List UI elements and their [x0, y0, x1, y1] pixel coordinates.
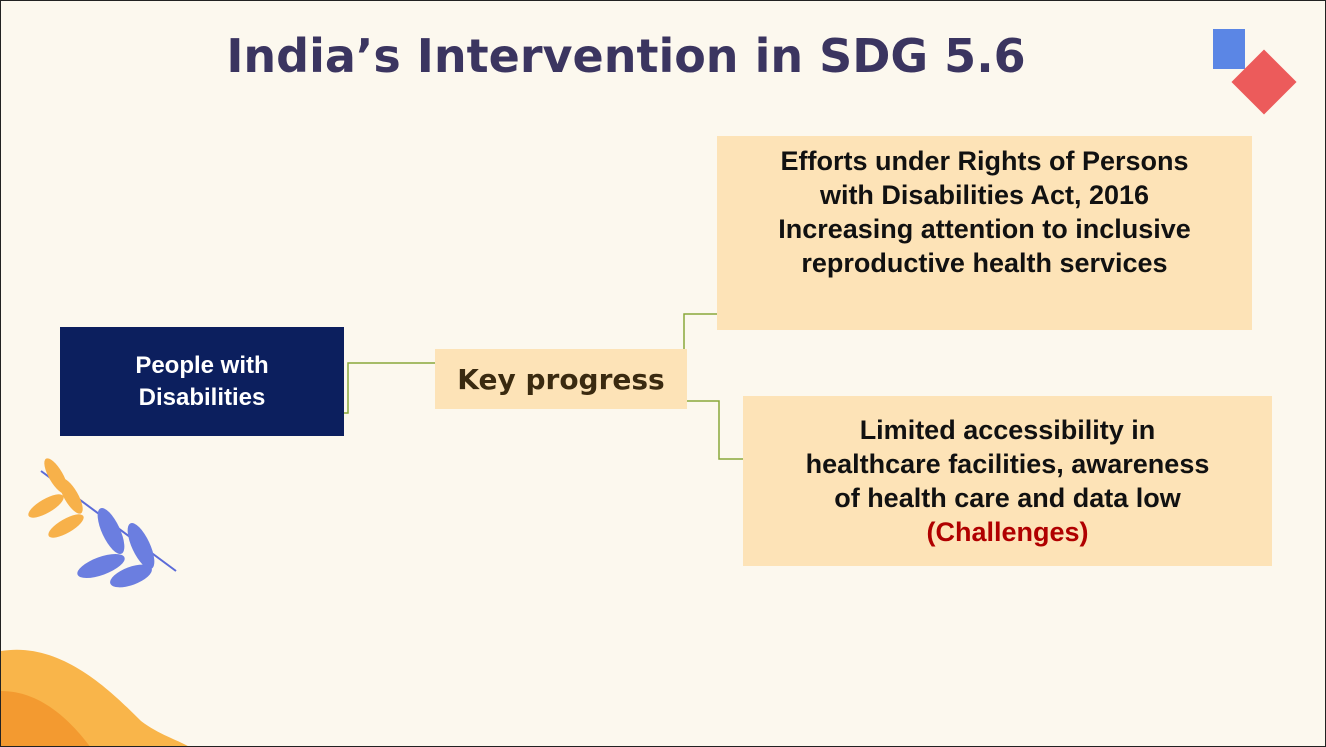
leaves	[77, 508, 155, 588]
node-line: healthcare facilities, awareness	[805, 449, 1210, 479]
node-line: Limited accessibility in	[859, 415, 1156, 445]
title: India’s Intervention in SDG 5.6	[226, 29, 1026, 83]
leaves	[28, 458, 84, 538]
node-line: Increasing attention to inclusive	[778, 214, 1191, 244]
node: Efforts under Rights of Persons with Dis…	[717, 136, 1252, 330]
node: People with Disabilities	[60, 327, 344, 436]
node-line: of health care and data low	[834, 483, 1181, 513]
puzzle	[1231, 49, 1297, 115]
node-line: with Disabilities Act, 2016	[819, 180, 1150, 210]
corner-shape	[1, 691, 90, 746]
node-line: Efforts under Rights of Persons	[780, 146, 1189, 176]
node-line: reproductive health services	[801, 248, 1168, 278]
puzzle	[1213, 29, 1245, 69]
node-label: People with Disabilities	[135, 351, 269, 411]
node: Key progress	[435, 349, 687, 409]
node: Limited accessibility in healthcare faci…	[743, 396, 1272, 566]
node-tag: (Challenges)	[926, 517, 1089, 547]
node-label: Key progress	[457, 362, 665, 396]
